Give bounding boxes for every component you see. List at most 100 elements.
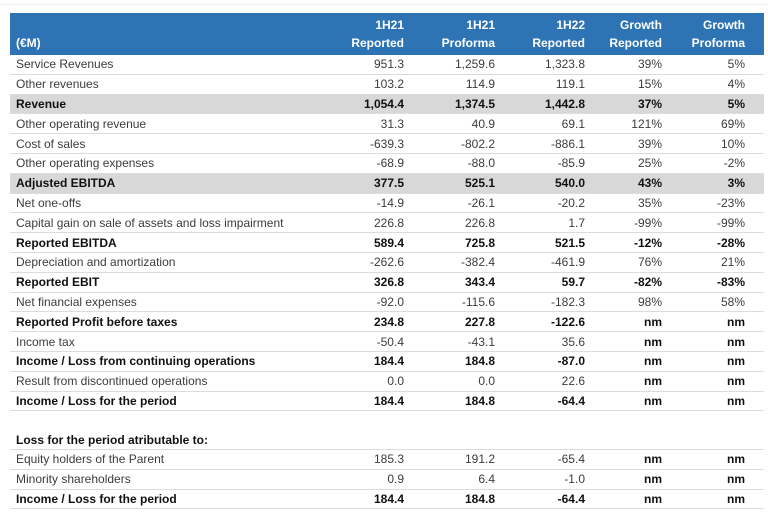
table-body: Service Revenues 951.3 1,259.6 1,323.8 3… [10,55,764,510]
cell-growth-proforma: 5% [662,94,764,115]
table-row: Income / Loss from continuing operations… [10,351,764,372]
cell-1h21-proforma: -382.4 [404,252,495,273]
cell-1h21-reported: 951.3 [340,55,404,75]
row-label: Other operating revenue [10,113,340,135]
cell-1h21-reported: -262.6 [340,252,404,273]
cell-1h22-reported [495,411,585,430]
cell-1h22-reported: -461.9 [495,252,585,273]
cell-1h22-reported: 119.1 [495,74,585,95]
table-row: Cost of sales -639.3 -802.2 -886.1 39% 1… [10,133,764,154]
cell-1h22-reported: 69.1 [495,113,585,135]
row-label: Net financial expenses [10,292,340,313]
table-row: Reported EBIT 326.8 343.4 59.7 -82% -83% [10,272,764,293]
cell-1h21-proforma: 184.8 [404,391,495,412]
cell-1h21-proforma: 1,374.5 [404,94,495,115]
cell-1h22-reported: 521.5 [495,232,585,253]
cell-1h22-reported: -122.6 [495,311,585,333]
table-row: Net one-offs -14.9 -26.1 -20.2 35% -23% [10,193,764,214]
col-header-unit: (€M) [10,13,340,55]
cell-growth-proforma [662,411,764,430]
cell-1h21-proforma: -115.6 [404,292,495,313]
cell-1h21-proforma: 184.8 [404,489,495,510]
cell-1h21-proforma: 114.9 [404,74,495,95]
cell-1h22-reported: -182.3 [495,292,585,313]
row-label: Reported Profit before taxes [10,311,340,333]
table-row: Loss for the period atributable to: [10,430,764,450]
cell-growth-proforma: -23% [662,193,764,214]
table-row: Other operating expenses -68.9 -88.0 -85… [10,153,764,174]
cell-1h22-reported: 1,323.8 [495,55,585,75]
table-row: Reported Profit before taxes 234.8 227.8… [10,311,764,333]
cell-growth-proforma: 3% [662,173,764,194]
cell-1h21-reported: 589.4 [340,232,404,253]
cell-growth-reported: nm [585,371,662,392]
cell-1h21-proforma: 226.8 [404,212,495,234]
cell-growth-proforma: 21% [662,252,764,273]
row-label: Equity holders of the Parent [10,449,340,470]
table-row: Result from discontinued operations 0.0 … [10,371,764,392]
row-label: Adjusted EBITDA [10,173,340,194]
cell-1h21-reported: 184.4 [340,351,404,372]
cell-growth-proforma: -28% [662,232,764,253]
cell-1h22-reported: -65.4 [495,449,585,470]
col-basis-label: Reported [609,36,662,50]
col-period-label: 1H22 [556,18,585,32]
col-basis-label: Proforma [441,36,495,50]
cell-1h21-reported: 226.8 [340,212,404,234]
table-row: Reported EBITDA 589.4 725.8 521.5 -12% -… [10,232,764,253]
cell-1h22-reported: -87.0 [495,351,585,372]
col-period-label: Growth [620,18,662,32]
cell-1h21-reported: 0.9 [340,469,404,490]
cell-growth-proforma: 4% [662,74,764,95]
cell-growth-reported: 39% [585,133,662,154]
cell-1h21-reported: -68.9 [340,153,404,174]
cell-1h21-reported: -92.0 [340,292,404,313]
cell-growth-proforma: nm [662,371,764,392]
cell-1h21-proforma: 525.1 [404,173,495,194]
cell-1h21-reported: 1,054.4 [340,94,404,115]
cell-growth-reported: -12% [585,232,662,253]
col-basis-label: Reported [351,36,404,50]
table-row: Service Revenues 951.3 1,259.6 1,323.8 3… [10,55,764,75]
cell-1h21-proforma: 184.8 [404,351,495,372]
table-row: Other operating revenue 31.3 40.9 69.1 1… [10,113,764,135]
table-row: Minority shareholders 0.9 6.4 -1.0 nm nm [10,469,764,490]
cell-1h21-proforma: -43.1 [404,331,495,352]
col-period-label: Growth [703,18,745,32]
unit-label: (€M) [16,36,41,50]
cell-1h21-reported: 234.8 [340,311,404,333]
income-statement-table: (€M) 1H21 Reported 1H21 Proforma 1H22 Re… [10,13,764,510]
cell-growth-reported: 43% [585,173,662,194]
cell-1h22-reported: 22.6 [495,371,585,392]
row-label: Income tax [10,331,340,352]
row-label: Depreciation and amortization [10,252,340,273]
cell-1h21-reported: -639.3 [340,133,404,154]
cell-growth-reported: 35% [585,193,662,214]
col-header-1h21-proforma: 1H21 Proforma [404,13,495,55]
col-period-label: 1H21 [466,18,495,32]
header-spacer [10,13,340,34]
cell-1h21-reported: 31.3 [340,113,404,135]
cell-1h22-reported: 540.0 [495,173,585,194]
cell-1h21-reported: 0.0 [340,371,404,392]
row-label: Income / Loss for the period [10,489,340,510]
col-basis-label: Proforma [691,36,745,50]
row-label: Other revenues [10,74,340,95]
cell-growth-reported: nm [585,311,662,333]
cell-1h21-reported: 185.3 [340,449,404,470]
cell-1h21-reported: -50.4 [340,331,404,352]
table-header: (€M) 1H21 Reported 1H21 Proforma 1H22 Re… [10,13,764,55]
cell-1h22-reported: 59.7 [495,272,585,293]
col-header-growth-reported: Growth Reported [585,13,662,55]
cell-1h21-proforma: -88.0 [404,153,495,174]
table-row: Net financial expenses -92.0 -115.6 -182… [10,292,764,313]
col-basis-label: Reported [532,36,585,50]
cell-growth-proforma: -99% [662,212,764,234]
cell-1h21-proforma [404,430,495,450]
cell-growth-proforma: nm [662,331,764,352]
table-row: Revenue 1,054.4 1,374.5 1,442.8 37% 5% [10,94,764,115]
cell-growth-reported: 121% [585,113,662,135]
row-label: Revenue [10,94,340,115]
cell-1h21-reported: -14.9 [340,193,404,214]
